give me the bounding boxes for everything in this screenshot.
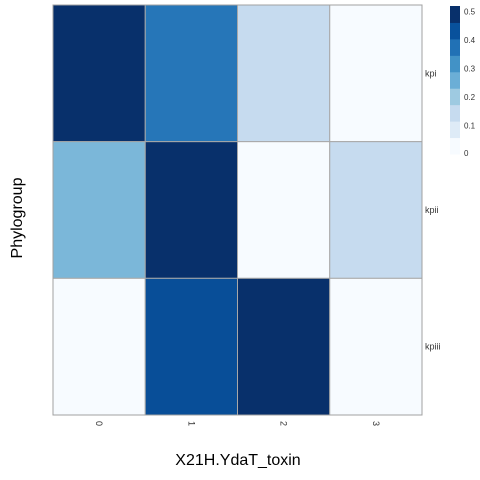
legend-color-step (450, 6, 460, 23)
x-tick-label: 2 (279, 421, 289, 426)
heatmap-cell (52, 277, 146, 416)
x-tick-label: 1 (186, 421, 196, 426)
legend-tick-label: 0.1 (464, 122, 476, 131)
heatmap-cell (52, 4, 146, 143)
heatmap-cell (329, 277, 423, 416)
y-tick-label: kpi (425, 68, 437, 78)
heatmap-cell (144, 4, 238, 143)
y-tick-label: kpii (425, 205, 439, 215)
legend-tick-label: 0 (464, 149, 469, 158)
legend-color-step (450, 88, 460, 106)
heatmap-cell (329, 4, 423, 143)
legend-tick-label: 0.2 (464, 93, 476, 102)
x-tick-label: 0 (94, 421, 104, 426)
legend-color-step (450, 104, 460, 122)
x-axis-label: X21H.YdaT_toxin (175, 452, 301, 469)
y-tick-label: kpiii (425, 342, 441, 352)
heatmap-cell (237, 4, 331, 143)
legend-color-step (450, 38, 460, 56)
heatmap-cell (144, 277, 238, 416)
x-tick-label: 3 (371, 421, 381, 426)
plot-border (52, 4, 423, 416)
legend-color-step (450, 121, 460, 139)
legend-tick-label: 0.5 (464, 8, 476, 17)
heatmap-cell (52, 141, 146, 279)
legend-color-step (450, 137, 460, 155)
y-axis-label: Phylogroup (9, 177, 26, 259)
heatmap-cell (237, 277, 331, 416)
legend-color-step (450, 22, 460, 40)
heatmap-cell (237, 141, 331, 279)
legend-color-step (450, 71, 460, 89)
legend-tick-label: 0.3 (464, 65, 476, 74)
heatmap-cell (329, 141, 423, 279)
legend-color-step (450, 55, 460, 73)
legend-tick-label: 0.4 (464, 36, 476, 45)
heatmap-cell (144, 141, 238, 279)
